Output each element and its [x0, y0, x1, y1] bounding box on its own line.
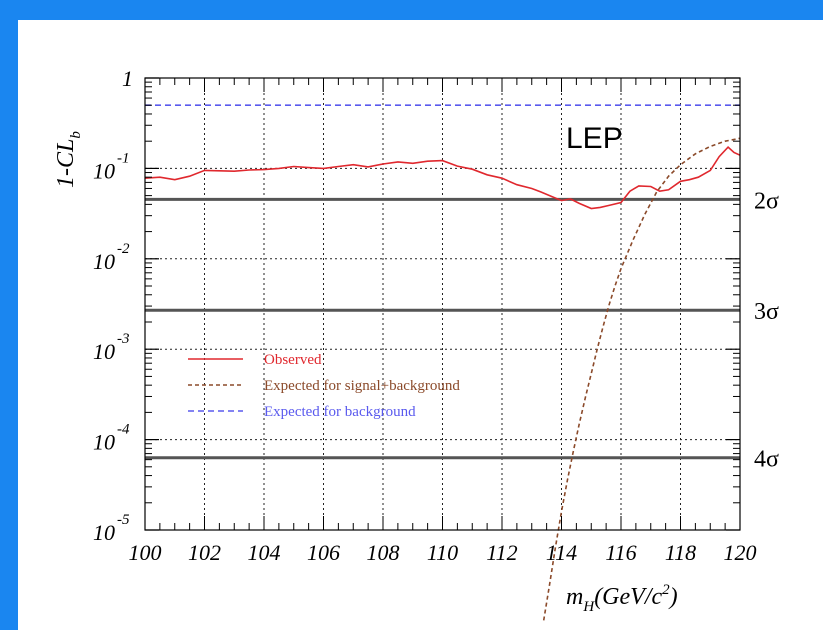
- x-tick-label-110: 110: [427, 540, 458, 565]
- legend-label-2: Expected for background: [264, 404, 416, 420]
- x-tick-label-112: 112: [486, 540, 517, 565]
- y-tick-label-mantissa-3: 10: [93, 339, 115, 364]
- x-tick-label-100: 100: [129, 540, 162, 565]
- legend-label-1: Expected for signal+background: [264, 378, 460, 394]
- x-axis-title: mH(GeV/c2): [566, 582, 678, 615]
- y-axis-title: 1-CLb: [53, 131, 84, 188]
- sigma-label-4: 4σ: [754, 447, 779, 473]
- series-layer: [144, 104, 741, 621]
- y-tick-label-exponent-5: -5: [117, 512, 130, 528]
- grid: [145, 78, 740, 530]
- y-tick-label-mantissa-5: 10: [93, 520, 115, 545]
- x-tick-label-108: 108: [367, 540, 400, 565]
- sigma-label-3: 3σ: [754, 299, 779, 325]
- sigma-lines: 2σ 3σ 4σ: [145, 188, 779, 473]
- y-tick-label-exponent-2: -2: [117, 241, 130, 257]
- series-line-1: [542, 137, 741, 621]
- x-tick-label-104: 104: [248, 540, 281, 565]
- y-tick-label-mantissa-2: 10: [93, 249, 115, 274]
- y-tick-label-exponent-4: -4: [117, 422, 130, 438]
- x-tick-label-102: 102: [188, 540, 221, 565]
- x-tick-label-116: 116: [605, 540, 636, 565]
- sigma-label-2: 2σ: [754, 188, 779, 214]
- y-tick-label-mantissa-4: 10: [93, 430, 115, 455]
- y-tick-label-mantissa-1: 10: [93, 158, 115, 183]
- y-tick-label-0: 1: [122, 66, 133, 91]
- x-tick-label-120: 120: [724, 540, 757, 565]
- legend: Observed Expected for signal+background Ex…: [188, 352, 460, 420]
- y-tick-label-exponent-3: -3: [117, 331, 130, 347]
- annotation-lep: LEP: [566, 122, 623, 155]
- y-tick-label-exponent-1: -1: [117, 150, 130, 166]
- series-line-0: [144, 145, 741, 210]
- x-tick-label-106: 106: [307, 540, 340, 565]
- figure-panel: 2σ 3σ 4σ 100 102 104 106 108 110 112 114 116 118 120…: [18, 20, 823, 630]
- axes: [144, 77, 741, 531]
- x-tick-label-114: 114: [546, 540, 577, 565]
- x-tick-label-118: 118: [665, 540, 696, 565]
- legend-label-0: Observed: [264, 352, 322, 368]
